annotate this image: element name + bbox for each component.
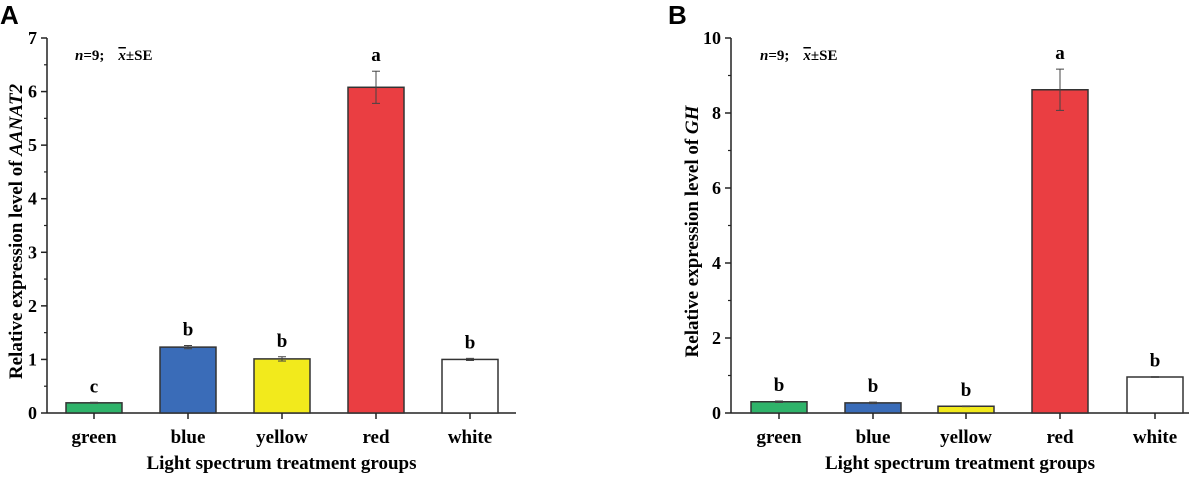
- note-mean: x: [117, 48, 126, 64]
- x-axis-label: Light spectrum treatment groups: [146, 453, 416, 474]
- category-label: green: [71, 427, 116, 448]
- category-label: blue: [856, 427, 891, 448]
- significance-label: b: [774, 375, 785, 396]
- y-tick-label: 5: [28, 135, 37, 155]
- y-axis-label: Relative expression level of GH: [682, 104, 703, 357]
- category-label: green: [756, 427, 801, 448]
- category-label: yellow: [940, 427, 992, 448]
- y-axis-label-gene: GH: [682, 104, 703, 134]
- significance-label: b: [868, 376, 879, 397]
- sample-note: n=9; x±SE: [760, 48, 837, 64]
- significance-label: b: [465, 332, 476, 353]
- bar-red: [347, 86, 405, 414]
- note-n: n: [75, 48, 83, 64]
- sample-note: n=9; x±SE: [75, 48, 152, 64]
- y-tick-label: 1: [28, 349, 37, 369]
- note-se: ±SE: [126, 48, 153, 64]
- note-n: n: [760, 48, 768, 64]
- bar-yellow: [253, 358, 311, 414]
- bar-blue: [159, 346, 217, 414]
- x-axis-label: Light spectrum treatment groups: [825, 453, 1095, 474]
- y-axis-label-prefix: Relative expression level of: [682, 134, 703, 357]
- significance-label: a: [371, 45, 381, 66]
- category-label: red: [1046, 427, 1074, 448]
- y-axis-label-prefix: Relative expression level of: [6, 156, 27, 379]
- note-se: ±SE: [811, 48, 838, 64]
- y-tick-label: 6: [712, 178, 721, 198]
- bar-blue: [844, 402, 902, 414]
- y-tick-label: 8: [712, 103, 721, 123]
- panel-label: B: [668, 0, 687, 30]
- category-label: white: [1133, 427, 1177, 448]
- significance-label: b: [277, 331, 288, 352]
- y-tick-label: 2: [28, 296, 37, 316]
- category-label: red: [362, 427, 390, 448]
- significance-label: b: [183, 320, 194, 341]
- panel-b: B 0 2 4 6 8 10 b green b blue b yellow a red b white Ligh…: [668, 0, 1189, 474]
- note-n-value: =9;: [768, 48, 789, 64]
- significance-label: b: [961, 380, 972, 401]
- significance-label: b: [1150, 351, 1161, 372]
- bar-red: [1031, 89, 1089, 414]
- y-tick-label: 10: [703, 28, 721, 48]
- category-label: yellow: [256, 427, 308, 448]
- y-tick-label: 4: [28, 189, 37, 209]
- y-tick-label: 3: [28, 242, 37, 262]
- category-label: white: [448, 427, 492, 448]
- y-axis-label-gene: AANAT2: [6, 83, 27, 156]
- bar-white: [441, 358, 499, 414]
- y-tick-label: 0: [28, 403, 37, 423]
- y-axis-label: Relative expression level of AANAT2: [6, 83, 27, 379]
- panel-label: A: [0, 0, 19, 30]
- y-tick-label: 4: [712, 253, 721, 273]
- y-tick-label: 2: [712, 328, 721, 348]
- note-mean: x: [802, 48, 811, 64]
- significance-label: c: [90, 376, 98, 397]
- bar-yellow: [937, 405, 995, 414]
- y-tick-label: 0: [712, 403, 721, 423]
- bar-green: [65, 402, 123, 414]
- panel-a: A 0 1 2 3 4 5 6 7 c green b blue b yellow a red b white Lig…: [0, 0, 516, 474]
- note-n-value: =9;: [83, 48, 104, 64]
- category-label: blue: [171, 427, 206, 448]
- y-tick-label: 6: [28, 82, 37, 102]
- bar-green: [750, 401, 808, 414]
- significance-label: a: [1055, 43, 1065, 64]
- bar-white: [1126, 376, 1184, 414]
- y-tick-label: 7: [28, 28, 37, 48]
